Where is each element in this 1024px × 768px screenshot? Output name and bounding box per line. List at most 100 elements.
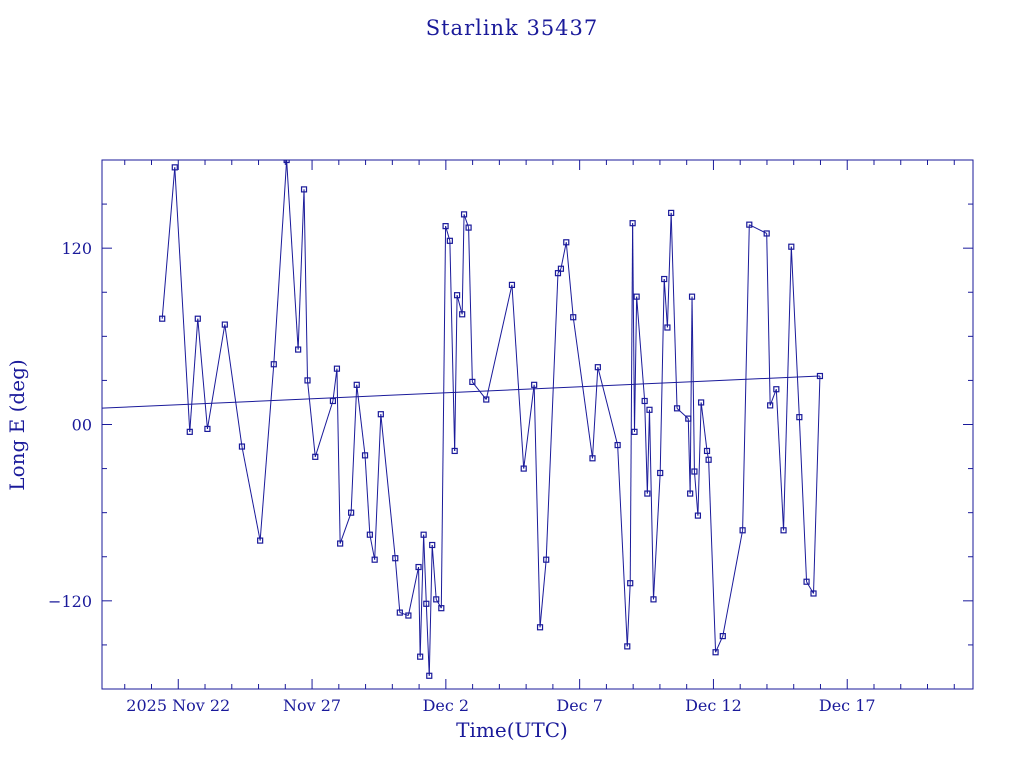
data-point — [417, 653, 424, 660]
x-tick-label: Dec 12 — [685, 696, 742, 715]
data-point — [570, 314, 577, 321]
series-line-segment — [303, 189, 309, 381]
data-point — [589, 455, 596, 462]
series-line-segment — [399, 612, 409, 617]
data-point — [186, 428, 193, 435]
series-line-segment — [523, 384, 535, 469]
series-line-segment — [356, 384, 366, 456]
data-point — [763, 230, 770, 237]
data-point — [657, 469, 664, 477]
series-line-segment — [454, 295, 458, 451]
series-line-segment — [314, 400, 334, 457]
series-line-segment — [461, 214, 465, 315]
data-point — [536, 624, 544, 631]
series-line-segment — [161, 167, 176, 319]
series-line-segment — [560, 242, 567, 269]
data-point — [483, 396, 490, 403]
series-line-segment — [648, 409, 654, 600]
series-line-segment — [798, 417, 808, 582]
series-line-segment — [691, 296, 695, 472]
series-line-segment — [629, 223, 634, 584]
data-point — [627, 580, 634, 587]
series-line-segment — [273, 160, 288, 365]
x-axis-label: Time(UTC) — [456, 718, 568, 742]
series-line-segment — [419, 534, 425, 657]
data-point — [780, 527, 787, 534]
series-line-segment — [435, 599, 442, 609]
series-line-segment — [431, 544, 437, 600]
data-point — [423, 600, 430, 607]
y-tick-label: −120 — [48, 592, 92, 611]
data-point — [650, 596, 657, 603]
data-point — [803, 578, 810, 585]
series-line-segment — [533, 384, 541, 628]
series-line-segment — [241, 446, 261, 541]
series-line-segment — [545, 273, 559, 560]
data-point — [664, 324, 671, 331]
data-point — [633, 293, 640, 300]
series-line-segment — [297, 189, 305, 350]
data-point — [712, 649, 719, 656]
data-point — [438, 605, 445, 612]
data-point — [687, 490, 694, 497]
data-point — [420, 531, 427, 538]
data-point — [673, 405, 681, 412]
data-point — [159, 315, 166, 322]
data-point — [377, 411, 384, 418]
series-line-segment — [813, 375, 821, 594]
series-line-segment — [189, 318, 199, 432]
data-point — [415, 563, 422, 571]
data-point — [739, 527, 746, 534]
data-point — [396, 609, 403, 616]
data-point — [698, 399, 705, 406]
data-point — [624, 643, 631, 650]
data-point — [337, 540, 344, 547]
data-point — [469, 378, 476, 385]
y-tick-label: 00 — [72, 416, 92, 435]
series-line-segment — [394, 558, 401, 613]
series-line-segment — [428, 544, 433, 676]
data-point — [661, 275, 668, 283]
series-line-segment — [591, 367, 599, 459]
series-line-segment — [689, 296, 693, 494]
data-point — [453, 292, 461, 299]
series-line-segment — [206, 324, 226, 429]
data-point — [810, 590, 817, 597]
data-point — [563, 239, 570, 246]
series-line-segment — [653, 472, 661, 600]
data-point — [405, 612, 412, 619]
data-point — [773, 386, 780, 393]
data-point — [353, 381, 360, 388]
data-point — [366, 531, 373, 538]
data-point — [295, 346, 302, 353]
series-line-segment — [332, 368, 338, 402]
data-point — [520, 465, 527, 472]
plot-frame — [101, 159, 974, 690]
data-point — [629, 220, 636, 227]
data-point — [641, 397, 648, 405]
series-line-segment — [670, 212, 678, 409]
series-line-segment — [539, 559, 547, 628]
series-line-segment — [374, 414, 382, 560]
data-point — [614, 441, 621, 449]
data-point — [371, 556, 378, 563]
series-line-segment — [632, 223, 636, 432]
data-point — [557, 265, 565, 272]
data-point — [465, 224, 472, 231]
data-point — [816, 372, 824, 380]
data-point — [283, 160, 290, 164]
x-tick-label: 2025 Nov 22 — [126, 696, 230, 715]
data-point — [442, 223, 449, 230]
series-line-segment — [572, 317, 593, 459]
data-point — [312, 453, 319, 460]
data-point — [644, 490, 651, 497]
series-line-segment — [364, 455, 371, 535]
series-line-segment — [511, 284, 525, 469]
data-point — [429, 541, 436, 549]
series-line-segment — [102, 375, 820, 409]
series-line-segment — [697, 402, 702, 516]
series-line-segment — [339, 512, 352, 544]
data-point — [433, 596, 440, 603]
series-line-segment — [806, 581, 814, 594]
data-point — [204, 425, 211, 433]
